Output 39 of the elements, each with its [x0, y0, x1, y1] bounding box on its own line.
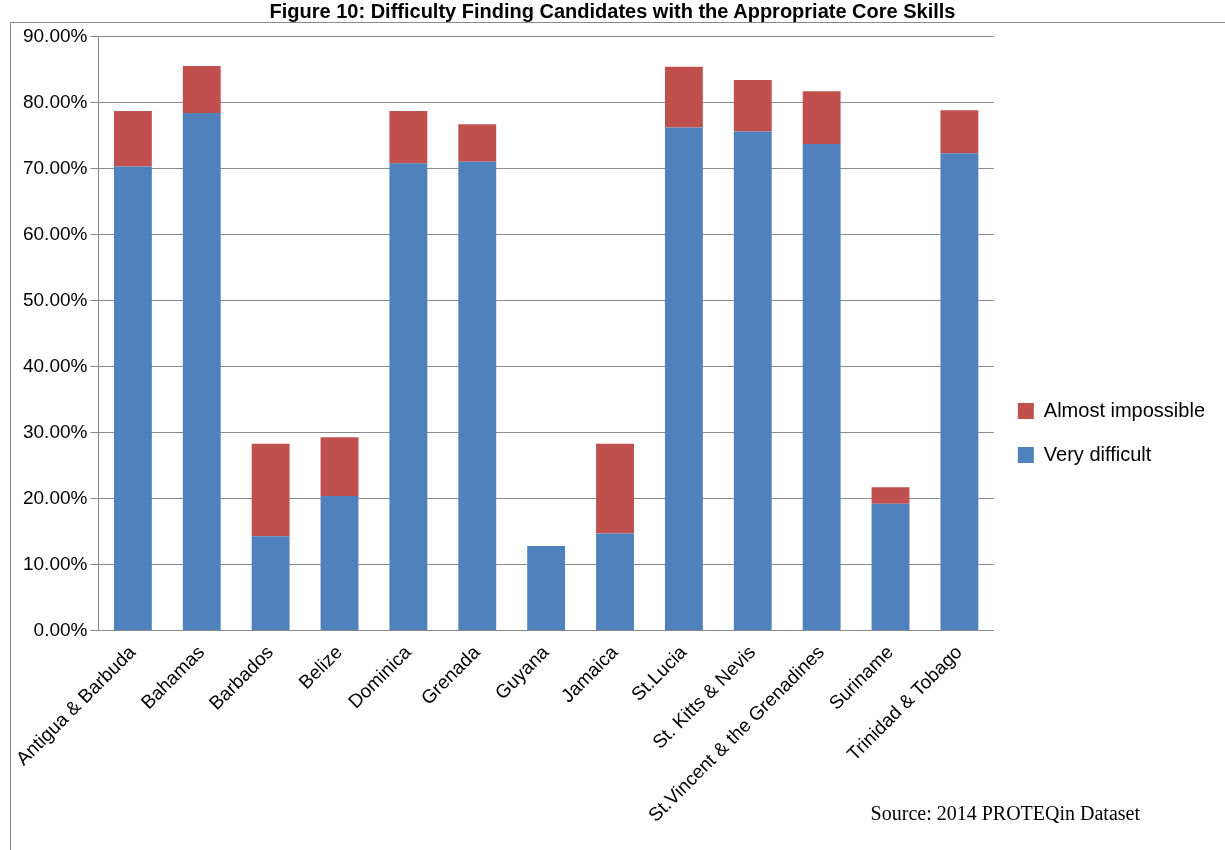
- bar: [458, 161, 497, 631]
- bar: [458, 124, 497, 162]
- bar: [320, 437, 359, 496]
- y-tick-label: 90.00%: [22, 24, 88, 46]
- bar: [596, 533, 634, 631]
- bar: [182, 66, 221, 113]
- bar: [596, 443, 634, 534]
- bar: [664, 127, 703, 631]
- bar: [871, 503, 910, 631]
- y-tick-label: 80.00%: [22, 90, 88, 112]
- bar: [113, 166, 152, 631]
- bar: [182, 112, 221, 631]
- y-tick-label: 50.00%: [22, 288, 88, 310]
- bar: [871, 487, 910, 504]
- legend-label: Almost impossible: [1043, 398, 1206, 421]
- y-tick-label: 70.00%: [22, 156, 88, 178]
- bar: [251, 536, 290, 631]
- bar: [251, 443, 290, 537]
- bar: [940, 110, 979, 154]
- y-tick-label: 60.00%: [22, 222, 88, 244]
- bar: [802, 91, 841, 145]
- bar: [389, 163, 428, 631]
- bar: [733, 131, 772, 631]
- y-tick-label: 10.00%: [22, 552, 88, 574]
- bar: [733, 79, 772, 132]
- chart-title: Figure 10: Difficulty Finding Candidates with the Appropriate Core Skills: [268, 0, 957, 22]
- bar: [940, 153, 979, 631]
- bar: [664, 66, 703, 128]
- y-tick-label: 0.00%: [33, 618, 88, 640]
- y-tick-label: 40.00%: [22, 354, 88, 376]
- source-note: Source: 2014 PROTEQin Dataset: [870, 802, 1140, 825]
- bar: [389, 111, 428, 164]
- y-tick-label: 30.00%: [22, 420, 88, 442]
- y-tick-label: 20.00%: [22, 486, 88, 508]
- bar: [527, 546, 566, 631]
- bar: [113, 111, 152, 167]
- bar: [802, 144, 841, 631]
- legend-label: Very difficult: [1043, 442, 1152, 465]
- bar: [320, 495, 359, 631]
